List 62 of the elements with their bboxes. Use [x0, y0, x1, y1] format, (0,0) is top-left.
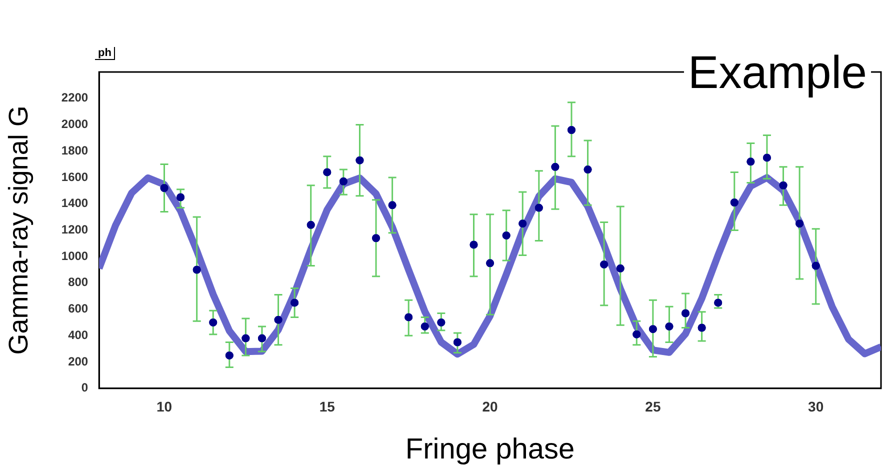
point [518, 220, 527, 228]
point [812, 262, 820, 270]
y-tick-label: 1400 [61, 196, 88, 210]
point [486, 259, 494, 268]
point [698, 324, 706, 332]
point [388, 201, 396, 210]
point [404, 313, 413, 322]
annotation: Example [684, 44, 871, 100]
x-tick-label: 10 [156, 398, 172, 415]
point [779, 181, 788, 190]
point [600, 260, 608, 268]
text: ph [95, 47, 116, 60]
point [356, 156, 364, 164]
x-tick-label: 20 [482, 398, 498, 415]
y-tick-label: 1200 [61, 222, 88, 237]
point [648, 325, 657, 334]
y-tick-label: 0 [81, 380, 88, 395]
y-tick-label: 2000 [61, 117, 88, 132]
point [339, 177, 348, 186]
point [453, 338, 462, 346]
point [616, 264, 624, 272]
x-axis-title: Fringe phase [405, 434, 575, 466]
y-tick-label: 200 [68, 354, 88, 368]
point [274, 316, 282, 324]
y-axis-title: Gamma-ray signal G [4, 106, 34, 355]
point [470, 240, 478, 249]
y-tick-label: 600 [68, 302, 88, 316]
point [796, 220, 804, 228]
point [714, 298, 722, 307]
point [209, 318, 218, 326]
point [551, 162, 560, 171]
point [632, 330, 641, 338]
point [437, 318, 446, 326]
point [420, 322, 429, 330]
point [306, 220, 315, 229]
point [323, 168, 332, 176]
point [176, 193, 185, 202]
point [682, 309, 690, 318]
y-tick-label: 400 [68, 328, 88, 342]
point [534, 204, 543, 212]
y-tick-label: 1000 [61, 248, 88, 263]
point [258, 334, 266, 342]
x-tick-label: 15 [319, 398, 336, 415]
y-tick-label: 2200 [61, 90, 88, 105]
x-tick-label: 25 [645, 398, 661, 415]
y-tick-label: 800 [68, 275, 88, 290]
x-tick-label: 30 [808, 398, 824, 415]
point [730, 198, 738, 207]
point [242, 334, 250, 342]
point [665, 322, 674, 330]
point [746, 158, 755, 166]
point [502, 231, 510, 240]
point [160, 184, 168, 192]
point [225, 351, 234, 360]
point [192, 266, 201, 274]
point [762, 154, 771, 162]
y-tick-label: 1800 [61, 143, 88, 158]
point [290, 298, 299, 307]
point [372, 234, 380, 242]
y-tick-label: 1600 [61, 170, 88, 184]
point [567, 126, 576, 134]
point [584, 166, 592, 174]
